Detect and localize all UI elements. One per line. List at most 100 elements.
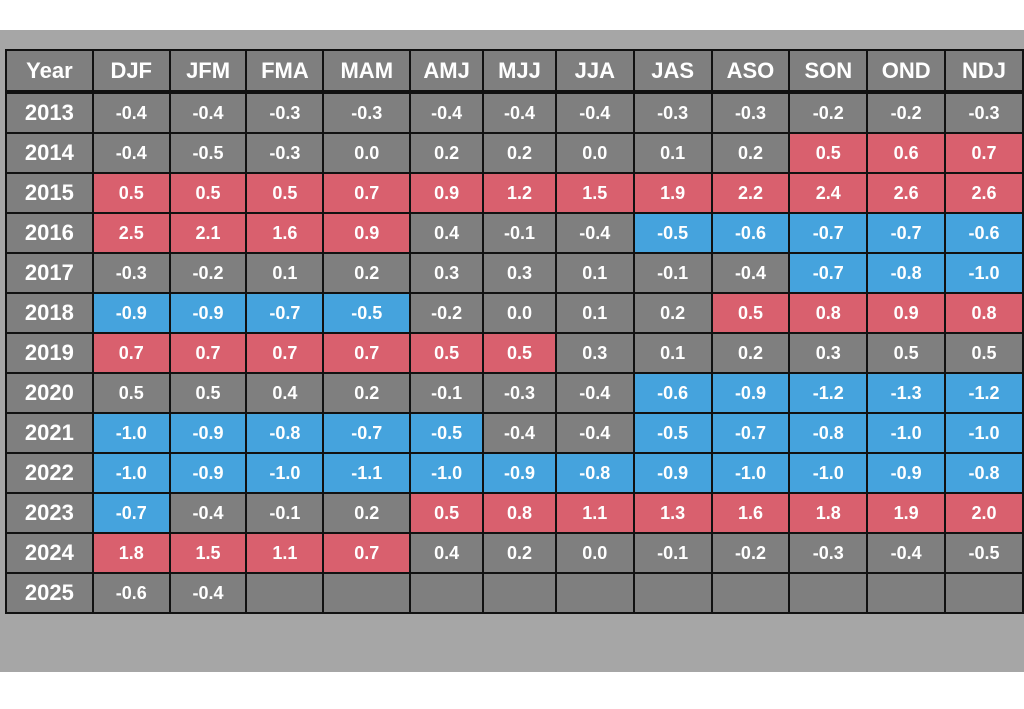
year-cell: 2025 [5, 572, 94, 614]
value-cell: -1.0 [91, 412, 171, 454]
value-cell: -0.7 [322, 412, 412, 454]
value-cell: 1.5 [168, 532, 248, 574]
value-cell: 0.0 [554, 532, 635, 574]
table-body: 2013 -0.4 -0.4 -0.3 -0.3 -0.4 -0.4 -0.4 -0.3 -0.3… [5, 91, 1024, 614]
value-cell: -0.6 [632, 372, 713, 414]
value-cell: -0.7 [788, 212, 869, 254]
value-cell: 0.3 [788, 332, 869, 374]
value-cell: -0.1 [632, 252, 713, 294]
value-cell: -1.0 [710, 452, 791, 494]
value-cell: -0.4 [91, 91, 171, 134]
value-cell: 1.9 [866, 492, 947, 534]
value-cell: 0.2 [632, 292, 713, 334]
value-cell: -0.9 [91, 292, 171, 334]
value-cell: -0.5 [944, 532, 1024, 574]
year-cell: 2017 [5, 252, 94, 294]
value-cell: -0.1 [245, 492, 325, 534]
value-cell: 1.1 [554, 492, 635, 534]
value-cell: -0.4 [168, 492, 248, 534]
value-cell: 0.2 [710, 332, 791, 374]
header-mam: MAM [322, 49, 412, 94]
value-cell: 0.2 [322, 252, 412, 294]
value-cell: -0.5 [632, 412, 713, 454]
value-cell: 0.4 [409, 212, 485, 254]
value-cell: -0.9 [632, 452, 713, 494]
value-cell: 0.9 [322, 212, 412, 254]
value-cell: -0.3 [91, 252, 171, 294]
header-djf: DJF [91, 49, 171, 94]
table-row: 2021 -1.0 -0.9 -0.8 -0.7 -0.5 -0.4 -0.4 -0.5 -0.7… [5, 412, 1024, 454]
value-cell: -0.7 [788, 252, 869, 294]
value-cell: 0.2 [710, 132, 791, 174]
value-cell: -0.9 [168, 452, 248, 494]
value-cell: -0.2 [168, 252, 248, 294]
value-cell: -0.2 [710, 532, 791, 574]
value-cell: 0.1 [245, 252, 325, 294]
value-cell: -0.4 [554, 91, 635, 134]
year-cell: 2020 [5, 372, 94, 414]
value-cell: 0.7 [168, 332, 248, 374]
header-amj: AMJ [409, 49, 485, 94]
table-row: 2016 2.5 2.1 1.6 0.9 0.4 -0.1 -0.4 -0.5 -0.6 -0.7-… [5, 212, 1024, 254]
value-cell: 1.9 [632, 172, 713, 214]
value-cell [322, 572, 412, 614]
value-cell [632, 572, 713, 614]
value-cell: 0.5 [245, 172, 325, 214]
value-cell: -0.9 [482, 452, 557, 494]
value-cell: 2.2 [710, 172, 791, 214]
header-jja: JJA [554, 49, 635, 94]
value-cell: 1.3 [632, 492, 713, 534]
value-cell: -0.4 [168, 572, 248, 614]
value-cell: -0.6 [944, 212, 1024, 254]
value-cell: -0.4 [482, 91, 557, 134]
value-cell: 0.7 [944, 132, 1024, 174]
value-cell: 0.3 [482, 252, 557, 294]
year-cell: 2023 [5, 492, 94, 534]
value-cell: -0.3 [710, 91, 791, 134]
value-cell: -1.2 [944, 372, 1024, 414]
value-cell: 0.9 [866, 292, 947, 334]
value-cell: -0.4 [168, 91, 248, 134]
value-cell: 0.0 [554, 132, 635, 174]
year-cell: 2021 [5, 412, 94, 454]
value-cell [710, 572, 791, 614]
value-cell: 1.6 [710, 492, 791, 534]
value-cell: 0.0 [322, 132, 412, 174]
value-cell: -0.2 [409, 292, 485, 334]
value-cell: -1.2 [788, 372, 869, 414]
value-cell: 0.5 [788, 132, 869, 174]
year-cell: 2015 [5, 172, 94, 214]
value-cell: -0.1 [409, 372, 485, 414]
table-row: 2024 1.8 1.5 1.1 0.7 0.4 0.2 0.0 -0.1 -0.2 -0.3 -0.… [5, 532, 1024, 574]
value-cell: -0.9 [866, 452, 947, 494]
value-cell: 0.7 [91, 332, 171, 374]
value-cell: 0.5 [168, 372, 248, 414]
value-cell: -0.2 [866, 91, 947, 134]
year-cell: 2016 [5, 212, 94, 254]
value-cell: -0.4 [554, 372, 635, 414]
value-cell [245, 572, 325, 614]
table-row: 2015 0.5 0.5 0.5 0.7 0.9 1.2 1.5 1.9 2.2 2.4 2.6 2.6 [5, 172, 1024, 214]
value-cell: -0.4 [482, 412, 557, 454]
value-cell: -0.3 [632, 91, 713, 134]
year-cell: 2019 [5, 332, 94, 374]
value-cell: 0.9 [409, 172, 485, 214]
value-cell: -0.1 [482, 212, 557, 254]
value-cell [554, 572, 635, 614]
header-fma: FMA [245, 49, 325, 94]
year-cell: 2018 [5, 292, 94, 334]
value-cell: -0.3 [482, 372, 557, 414]
value-cell: 0.8 [482, 492, 557, 534]
value-cell: 0.6 [866, 132, 947, 174]
value-cell: -1.0 [91, 452, 171, 494]
value-cell: -1.0 [944, 412, 1024, 454]
value-cell: 2.6 [866, 172, 947, 214]
value-cell: -0.4 [91, 132, 171, 174]
value-cell: 0.5 [710, 292, 791, 334]
value-cell: 1.1 [245, 532, 325, 574]
value-cell: -0.9 [168, 292, 248, 334]
value-cell: -0.4 [554, 412, 635, 454]
value-cell: 2.1 [168, 212, 248, 254]
value-cell: 0.4 [409, 532, 485, 574]
year-cell: 2024 [5, 532, 94, 574]
